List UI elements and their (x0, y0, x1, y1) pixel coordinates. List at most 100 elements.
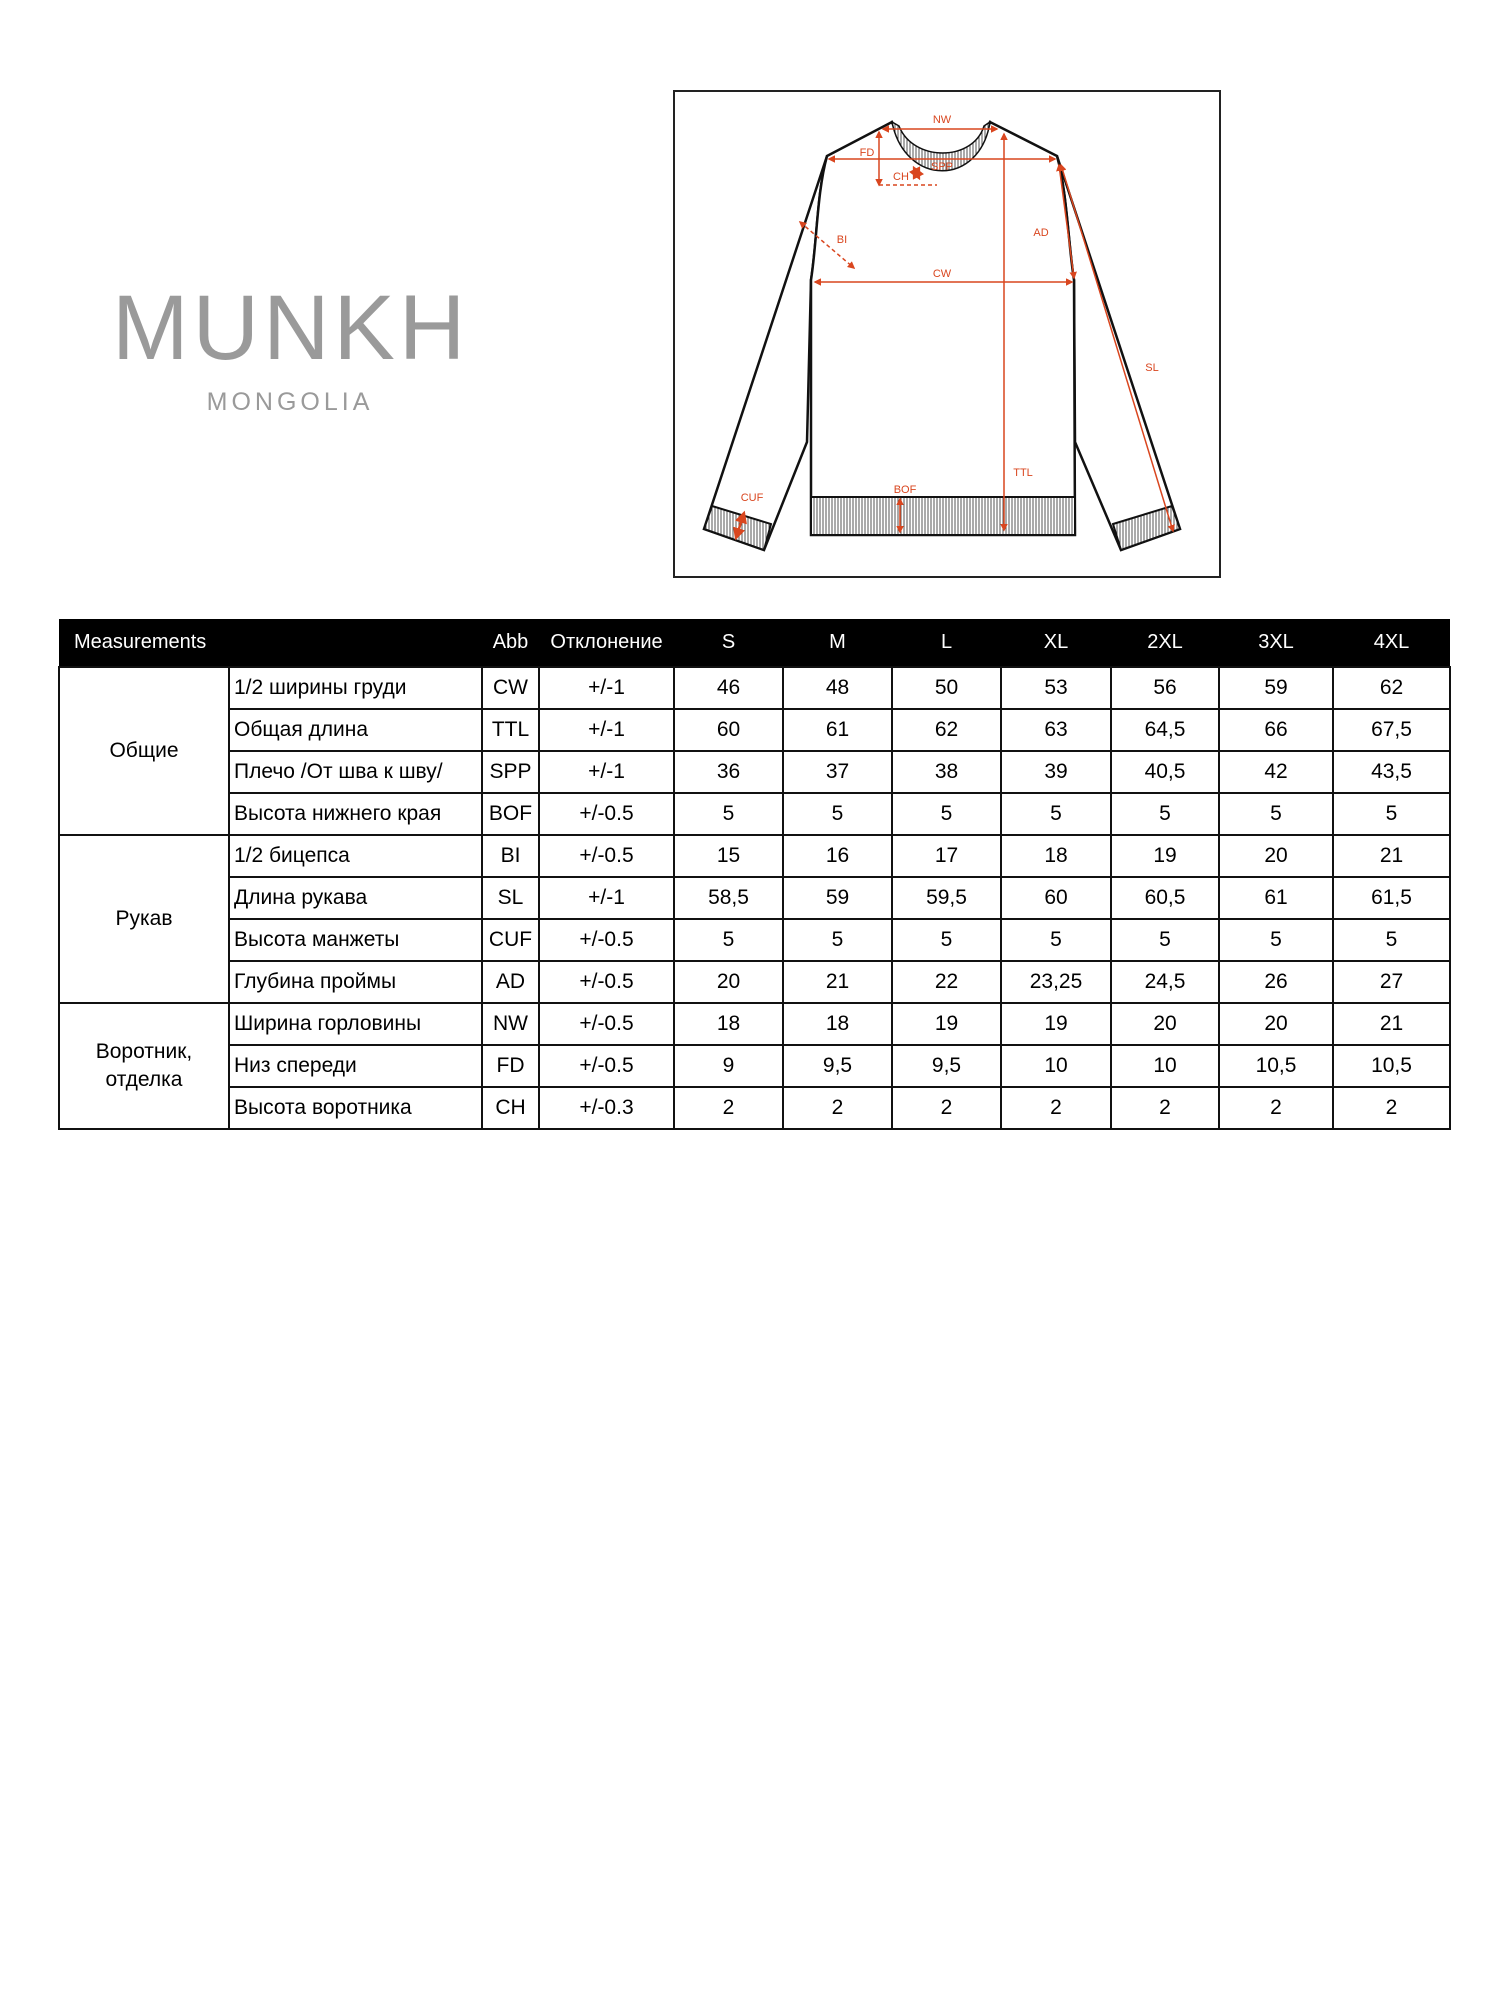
measurement-abbreviation: AD (481, 960, 540, 1004)
measurement-name: Ширина горловины (228, 1002, 483, 1046)
measurement-tolerance: +/-0.5 (538, 834, 675, 878)
table-row: Воротник, отделка Ширина горловины NW +/-0.… (58, 1002, 1451, 1130)
header-size-2xl: 2XL (1111, 619, 1219, 667)
size-value-2xl: 2 (1110, 1086, 1220, 1130)
measurement-name: Высота манжеты (228, 918, 483, 962)
label-ad: AD (1033, 227, 1048, 239)
size-value-4xl: 43,5 (1332, 750, 1451, 794)
size-value-xl: 5 (1000, 792, 1112, 836)
size-value-2xl: 19 (1110, 834, 1220, 878)
logo-subtitle: MONGOLIA (206, 388, 374, 416)
measurement-name: Глубина проймы (228, 960, 483, 1004)
measurement-name: 1/2 ширины груди (228, 666, 483, 710)
measurement-abbreviation: CUF (481, 918, 540, 962)
size-chart-table: Measurements Abb Отклонение S M L XL 2XL 3XL 4… (58, 619, 1451, 1130)
size-value-l: 62 (891, 708, 1002, 752)
size-value-s: 15 (673, 834, 784, 878)
size-value-4xl: 21 (1332, 1002, 1451, 1046)
size-value-xl: 19 (1000, 1002, 1112, 1046)
size-value-l: 17 (891, 834, 1002, 878)
size-value-xl: 39 (1000, 750, 1112, 794)
header-size-3xl: 3XL (1219, 619, 1333, 667)
size-value-s: 5 (673, 918, 784, 962)
size-value-m: 9,5 (782, 1044, 893, 1088)
measurement-tolerance: +/-1 (538, 708, 675, 752)
measurement-abbreviation: BI (481, 834, 540, 878)
size-value-3xl: 42 (1218, 750, 1334, 794)
size-value-3xl: 20 (1218, 834, 1334, 878)
size-value-xl: 63 (1000, 708, 1112, 752)
measurement-labels: NW SPP FD CH BI CW AD TTL SL BOF CUF (741, 114, 1159, 504)
brand-logo: MUNKH MONGOLIA (112, 282, 468, 417)
table-row: Общая длина TTL +/-1 60 61 62 63 64,5 66 67,5 (59, 708, 1451, 752)
measurement-name: Длина рукава (228, 876, 483, 920)
label-bof: BOF (894, 484, 917, 496)
size-value-xl: 23,25 (1000, 960, 1112, 1004)
header-size-s: S (674, 619, 783, 667)
size-value-3xl: 61 (1218, 876, 1334, 920)
size-value-m: 37 (782, 750, 893, 794)
header-size-xl: XL (1001, 619, 1111, 667)
measurement-tolerance: +/-0.5 (538, 792, 675, 836)
size-value-xl: 60 (1000, 876, 1112, 920)
measurement-abbreviation: NW (481, 1002, 540, 1046)
size-value-2xl: 60,5 (1110, 876, 1220, 920)
size-value-4xl: 21 (1332, 834, 1451, 878)
size-value-3xl: 59 (1218, 666, 1334, 710)
table-header-row: Measurements Abb Отклонение S M L XL 2XL 3XL 4… (59, 619, 1450, 667)
measurement-abbreviation: FD (481, 1044, 540, 1088)
table-row: Рукав 1/2 бицепса BI +/-0.5 15 16 17 18 19 20 21 (58, 834, 1451, 1004)
size-value-3xl: 5 (1218, 792, 1334, 836)
size-value-2xl: 24,5 (1110, 960, 1220, 1004)
table-row: Длина рукава SL +/-1 58,5 59 59,5 60 60,5 61 61,5 (59, 876, 1451, 920)
size-value-4xl: 67,5 (1332, 708, 1451, 752)
table-body: Общие 1/2 ширины груди CW +/-1 46 48 50 53 56 59 6… (58, 666, 1451, 1130)
sweater-outline (702, 120, 1182, 552)
size-value-2xl: 20 (1110, 1002, 1220, 1046)
measurement-name: Высота нижнего края (228, 792, 483, 836)
measurement-name: Высота воротника (228, 1086, 483, 1130)
size-value-l: 2 (891, 1086, 1002, 1130)
size-value-4xl: 61,5 (1332, 876, 1451, 920)
group-label: Общие (58, 666, 230, 836)
table-row: Общие 1/2 ширины груди CW +/-1 46 48 50 53 56 59 6… (58, 666, 1451, 836)
measurement-name: Общая длина (228, 708, 483, 752)
measurement-tolerance: +/-0.3 (538, 1086, 675, 1130)
size-value-3xl: 20 (1218, 1002, 1334, 1046)
sweater-measurement-diagram: NW SPP FD CH BI CW AD TTL SL BOF CUF (673, 90, 1221, 578)
size-value-2xl: 5 (1110, 918, 1220, 962)
measurement-lines (733, 125, 1175, 541)
size-value-4xl: 2 (1332, 1086, 1451, 1130)
size-value-l: 50 (891, 666, 1002, 710)
size-value-m: 16 (782, 834, 893, 878)
size-value-m: 5 (782, 918, 893, 962)
label-cw: CW (933, 268, 952, 280)
left-sleeve (702, 155, 829, 552)
size-value-s: 20 (673, 960, 784, 1004)
size-value-s: 46 (673, 666, 784, 710)
measurement-name: Низ спереди (228, 1044, 483, 1088)
size-value-m: 61 (782, 708, 893, 752)
measurement-abbreviation: BOF (481, 792, 540, 836)
measurement-tolerance: +/-1 (538, 876, 675, 920)
size-value-l: 22 (891, 960, 1002, 1004)
label-fd: FD (860, 147, 875, 159)
measurement-tolerance: +/-1 (538, 666, 675, 710)
size-value-4xl: 5 (1332, 918, 1451, 962)
size-value-3xl: 26 (1218, 960, 1334, 1004)
measurement-abbreviation: CH (481, 1086, 540, 1130)
table-row: Высота нижнего края BOF +/-0.5 5 5 5 5 5 5 5 (59, 792, 1451, 836)
header-measurements: Measurements (59, 619, 482, 667)
measurement-tolerance: +/-0.5 (538, 918, 675, 962)
size-value-m: 21 (782, 960, 893, 1004)
label-ch: CH (893, 171, 909, 183)
size-value-2xl: 10 (1110, 1044, 1220, 1088)
size-value-3xl: 10,5 (1218, 1044, 1334, 1088)
header-size-4xl: 4XL (1333, 619, 1450, 667)
label-spp: SPP (931, 161, 953, 173)
size-value-4xl: 27 (1332, 960, 1451, 1004)
measurement-name: 1/2 бицепса (228, 834, 483, 878)
hem-rib (810, 496, 1076, 536)
measurement-tolerance: +/-0.5 (538, 1044, 675, 1088)
size-value-3xl: 5 (1218, 918, 1334, 962)
